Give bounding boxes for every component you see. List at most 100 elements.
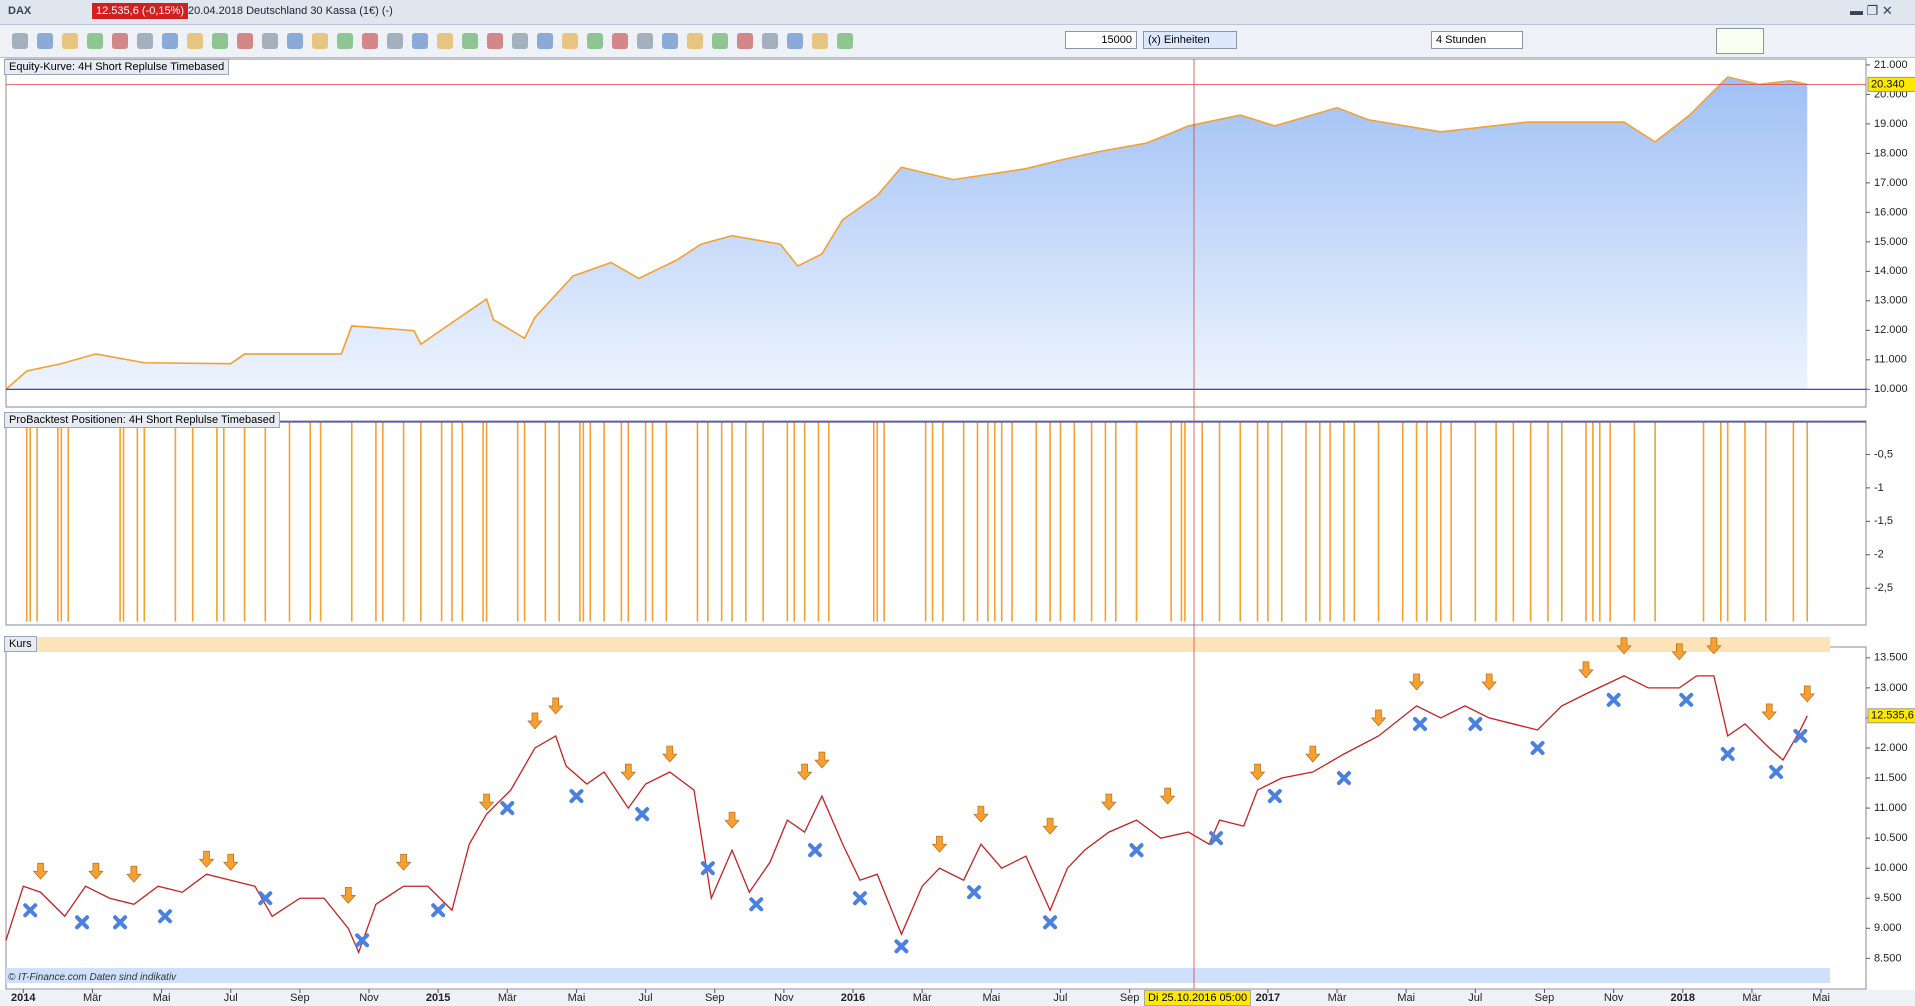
tool-icon[interactable] [462, 33, 478, 49]
x-tick-label: 2015 [426, 992, 450, 1004]
sell-marker [527, 712, 543, 730]
last-value-label: 20.340 [1871, 78, 1905, 90]
y-tick-label: 17.000 [1874, 177, 1908, 189]
sell-marker [1799, 685, 1815, 703]
window-controls[interactable]: ▬ ❐ ✕ [1850, 3, 1893, 18]
sell-marker [223, 853, 239, 871]
buy-marker [749, 897, 764, 912]
tool-icon[interactable] [387, 33, 403, 49]
tool-icon[interactable] [87, 33, 103, 49]
buy-marker [1679, 692, 1694, 707]
sell-marker [1408, 673, 1425, 691]
sell-marker [1159, 787, 1176, 805]
sell-marker [198, 850, 215, 868]
last-value-label: 12.535,6 [1871, 710, 1914, 722]
x-tick-label: Sep [705, 992, 725, 1004]
panel-title: ProBacktest Positionen: 4H Short Repluls… [4, 412, 280, 428]
tool-icon[interactable] [662, 33, 678, 49]
sell-marker [478, 793, 495, 811]
y-tick-label: 14.000 [1874, 265, 1908, 277]
buy-marker [1209, 831, 1224, 846]
x-tick-label: Mär [913, 992, 932, 1004]
tool-icon[interactable] [287, 33, 303, 49]
panel-title: Kurs [4, 636, 37, 652]
y-tick-label: 11.000 [1874, 354, 1907, 366]
tool-icon[interactable] [337, 33, 353, 49]
sell-marker [973, 805, 989, 823]
tool-icon[interactable] [587, 33, 603, 49]
tool-icon[interactable] [62, 33, 78, 49]
tool-icon[interactable] [762, 33, 778, 49]
tool-icon[interactable] [537, 33, 553, 49]
y-tick-label: 10.000 [1874, 383, 1908, 395]
tool-icon[interactable] [12, 33, 28, 49]
buy-marker [1043, 915, 1058, 930]
y-tick-label: 18.000 [1874, 147, 1908, 159]
buy-marker [1606, 692, 1621, 707]
buy-marker [807, 843, 822, 858]
buy-marker [1769, 765, 1784, 780]
x-tick-label: Mai [1397, 992, 1415, 1004]
tool-icon[interactable] [262, 33, 278, 49]
tool-icon[interactable] [362, 33, 378, 49]
tool-icon[interactable] [687, 33, 703, 49]
unit-select[interactable]: (x) Einheiten [1143, 31, 1237, 49]
sell-marker [724, 811, 740, 829]
tool-icon[interactable] [487, 33, 503, 49]
x-tick-label: Nov [1604, 992, 1624, 1004]
tool-icon[interactable] [237, 33, 253, 49]
x-tick-label: Nov [359, 992, 379, 1004]
panel-title: Equity-Kurve: 4H Short Replulse Timebase… [4, 59, 230, 75]
sell-marker [1616, 637, 1632, 655]
tool-icon[interactable] [412, 33, 428, 49]
tool-icon[interactable] [562, 33, 578, 49]
y-tick-label: 13.500 [1874, 652, 1908, 664]
y-tick-label: 15.000 [1874, 236, 1908, 248]
tool-icon[interactable] [512, 33, 528, 49]
buy-marker [355, 933, 370, 948]
tool-icon[interactable] [312, 33, 328, 49]
tool-icon[interactable] [187, 33, 203, 49]
x-tick-label: 2018 [1671, 992, 1695, 1004]
tool-icon[interactable] [37, 33, 53, 49]
chart-style-button[interactable] [1716, 28, 1764, 54]
sell-marker [1370, 709, 1387, 727]
panel-frame [5, 58, 1867, 408]
buy-marker [1413, 716, 1428, 731]
tool-icon[interactable] [712, 33, 728, 49]
quantity-input[interactable]: 15000 [1065, 31, 1137, 49]
quote: 12.535,6 (-0,15%) [92, 3, 189, 19]
tool-icon[interactable] [787, 33, 803, 49]
cursor-label: Di 25.10.2016 05:00 [1144, 990, 1252, 1006]
tool-icon[interactable] [112, 33, 128, 49]
sell-marker [1761, 703, 1777, 721]
tool-icon[interactable] [612, 33, 628, 49]
x-tick-label: Sep [1535, 992, 1555, 1004]
buy-marker [1720, 746, 1735, 761]
buy-marker [852, 891, 867, 906]
sell-marker [1706, 637, 1722, 655]
tool-icon[interactable] [637, 33, 653, 49]
tool-icon[interactable] [812, 33, 828, 49]
tool-icon[interactable] [437, 33, 453, 49]
y-tick-label: 13.000 [1874, 682, 1908, 694]
tool-icon[interactable] [162, 33, 178, 49]
y-tick-label: -1 [1874, 482, 1884, 494]
equity-line [5, 76, 1808, 390]
buy-marker [75, 915, 90, 930]
sell-marker [1578, 661, 1594, 679]
tool-icon[interactable] [837, 33, 853, 49]
buy-marker [113, 915, 128, 930]
x-tick-label: Jul [639, 992, 653, 1004]
timeframe-select[interactable]: 4 Stunden [1431, 31, 1523, 49]
y-tick-label: 10.500 [1874, 832, 1908, 844]
sell-marker [1305, 745, 1321, 763]
tool-icon[interactable] [212, 33, 228, 49]
x-tick-label: Jul [1468, 992, 1482, 1004]
tool-icon[interactable] [737, 33, 753, 49]
tool-icon[interactable] [137, 33, 153, 49]
description: 20.04.2018 Deutschland 30 Kassa (1€) (-) [188, 5, 393, 17]
symbol[interactable]: DAX [8, 5, 32, 17]
buy-marker [1267, 789, 1282, 804]
